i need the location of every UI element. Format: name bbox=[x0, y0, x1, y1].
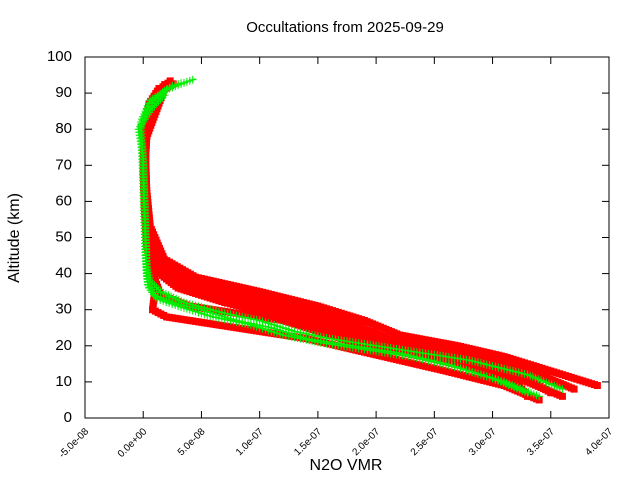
y-tick-label: 10 bbox=[55, 373, 72, 390]
x-tick-label: 1.0e-07 bbox=[234, 426, 266, 458]
x-tick-label: 3.0e-07 bbox=[467, 426, 499, 458]
data-point bbox=[188, 75, 197, 84]
data-point bbox=[158, 93, 167, 102]
x-tick-label: 2.0e-07 bbox=[350, 426, 382, 458]
data-point bbox=[152, 99, 161, 108]
data-point bbox=[160, 91, 169, 100]
data-point bbox=[177, 79, 186, 88]
data-point bbox=[150, 101, 159, 110]
data-point bbox=[152, 283, 161, 292]
y-tick-label: 60 bbox=[55, 192, 72, 209]
x-axis-label: N2O VMR bbox=[310, 457, 383, 474]
y-tick-label: 90 bbox=[55, 84, 72, 101]
x-tick-label: 3.5e-07 bbox=[525, 426, 557, 458]
x-tick-label: 2.5e-07 bbox=[409, 426, 441, 458]
y-tick-label: 50 bbox=[55, 228, 72, 245]
y-tick-label: 20 bbox=[55, 337, 72, 354]
x-tick-label: 0.0e+00 bbox=[116, 426, 150, 460]
y-axis-label: Altitude (km) bbox=[6, 193, 23, 283]
y-tick-label: 0 bbox=[64, 409, 72, 426]
y-tick-label: 40 bbox=[55, 265, 72, 282]
data-point bbox=[148, 103, 157, 112]
y-tick-label: 100 bbox=[47, 48, 72, 65]
x-tick-label: 4.0e-07 bbox=[583, 426, 615, 458]
data-point bbox=[154, 285, 163, 294]
data-point bbox=[154, 97, 163, 106]
y-tick-label: 80 bbox=[55, 120, 72, 137]
data-point bbox=[150, 281, 159, 290]
data-point bbox=[169, 80, 177, 88]
data-point bbox=[148, 278, 157, 287]
x-tick-label: 1.5e-07 bbox=[292, 426, 324, 458]
x-tick-label: 5.0e-08 bbox=[176, 426, 208, 458]
plot-data bbox=[134, 75, 601, 404]
x-tick-label: -5.0e-08 bbox=[57, 426, 91, 460]
y-tick-label: 30 bbox=[55, 301, 72, 318]
data-point bbox=[156, 95, 165, 104]
y-tick-label: 70 bbox=[55, 156, 72, 173]
chart-title: Occultations from 2025-09-29 bbox=[246, 19, 444, 36]
y-axis: 0 10 20 30 40 50 60 70 80 90 100 bbox=[47, 48, 609, 426]
